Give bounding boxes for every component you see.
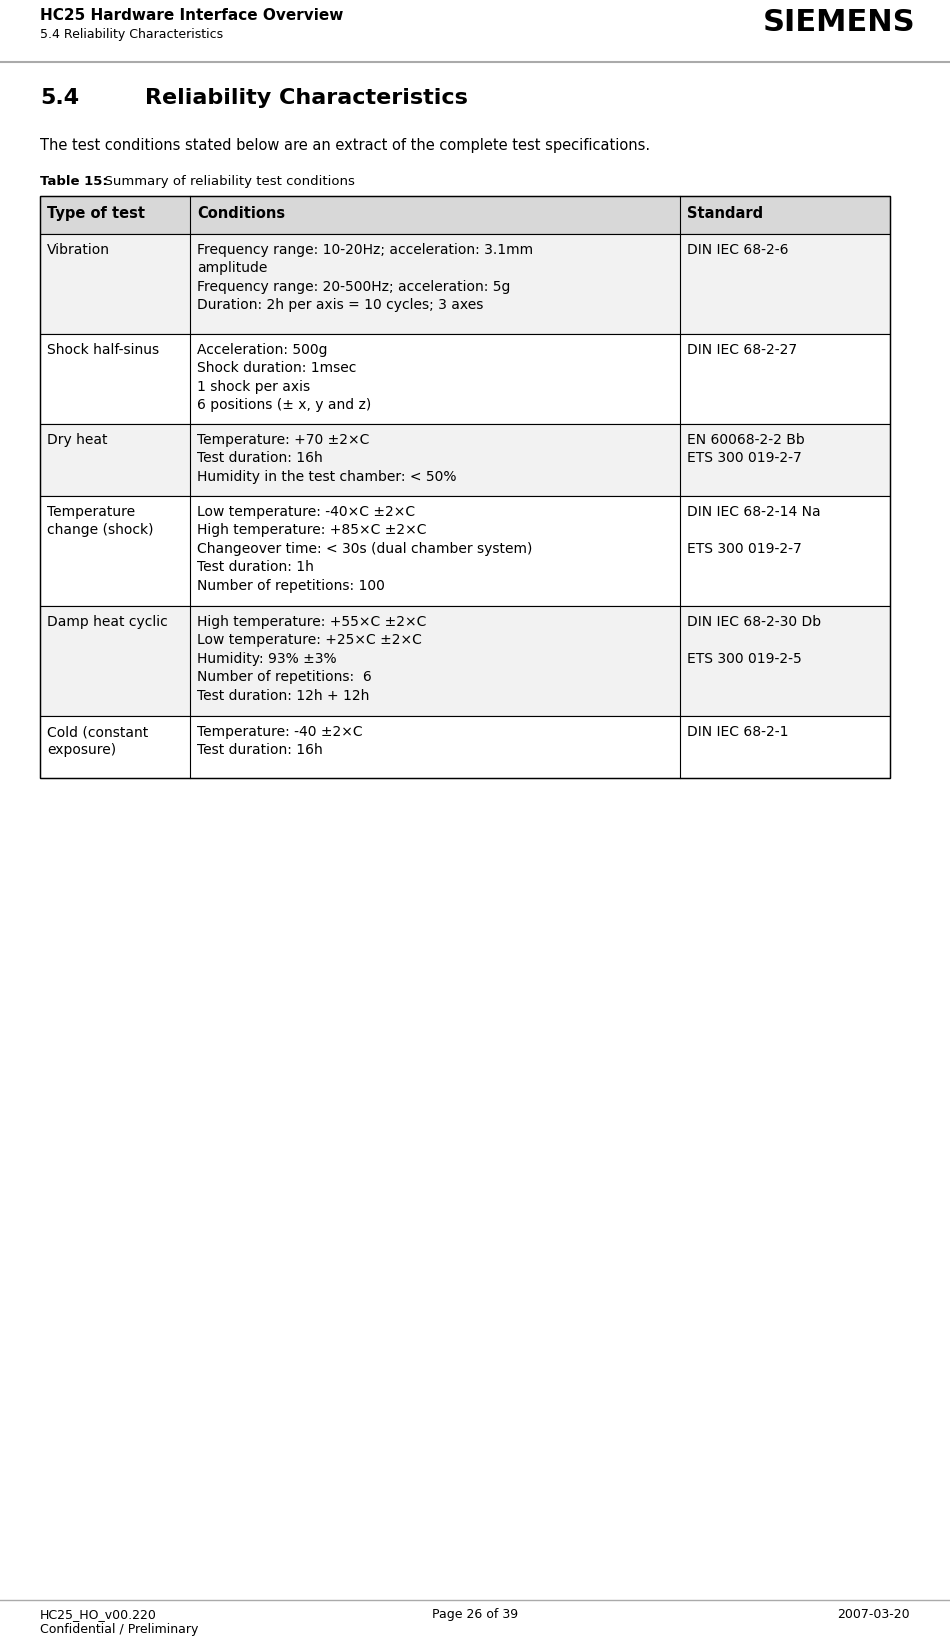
Text: HC25_HO_v00.220: HC25_HO_v00.220 [40,1608,157,1621]
Text: Standard: Standard [687,207,763,221]
Text: Temperature: +70 ±2×C
Test duration: 16h
Humidity in the test chamber: < 50%: Temperature: +70 ±2×C Test duration: 16h… [197,433,457,484]
Text: 2007-03-20: 2007-03-20 [837,1608,910,1621]
Text: HC25 Hardware Interface Overview: HC25 Hardware Interface Overview [40,8,343,23]
Text: DIN IEC 68-2-30 Db

ETS 300 019-2-5: DIN IEC 68-2-30 Db ETS 300 019-2-5 [687,615,821,665]
Text: High temperature: +55×C ±2×C
Low temperature: +25×C ±2×C
Humidity: 93% ±3%
Numbe: High temperature: +55×C ±2×C Low tempera… [197,615,427,703]
Text: Low temperature: -40×C ±2×C
High temperature: +85×C ±2×C
Changeover time: < 30s : Low temperature: -40×C ±2×C High tempera… [197,505,532,593]
Text: Page 26 of 39: Page 26 of 39 [432,1608,518,1621]
Text: Dry heat: Dry heat [47,433,107,447]
Text: SIEMENS: SIEMENS [762,8,915,38]
Text: Confidential / Preliminary: Confidential / Preliminary [40,1623,199,1636]
Bar [40,334,890,425]
Bar [40,197,890,779]
Text: Acceleration: 500g
Shock duration: 1msec
1 shock per axis
6 positions (± x, y an: Acceleration: 500g Shock duration: 1msec… [197,343,371,411]
Text: Type of test: Type of test [47,207,145,221]
Text: DIN IEC 68-2-6: DIN IEC 68-2-6 [687,243,788,257]
Text: The test conditions stated below are an extract of the complete test specificati: The test conditions stated below are an … [40,138,650,152]
Text: Frequency range: 10-20Hz; acceleration: 3.1mm
amplitude
Frequency range: 20-500H: Frequency range: 10-20Hz; acceleration: … [197,243,533,311]
Text: EN 60068-2-2 Bb
ETS 300 019-2-7: EN 60068-2-2 Bb ETS 300 019-2-7 [687,433,805,465]
Bar [40,716,890,779]
Text: Temperature: -40 ±2×C
Test duration: 16h: Temperature: -40 ±2×C Test duration: 16h [197,724,363,757]
Bar [40,197,890,234]
Text: Conditions: Conditions [197,207,285,221]
Text: Shock half-sinus: Shock half-sinus [47,343,160,357]
Text: Reliability Characteristics: Reliability Characteristics [145,89,467,108]
Text: DIN IEC 68-2-1: DIN IEC 68-2-1 [687,724,788,739]
Text: Damp heat cyclic: Damp heat cyclic [47,615,168,629]
Bar [40,497,890,606]
Text: Vibration: Vibration [47,243,110,257]
Text: Summary of reliability test conditions: Summary of reliability test conditions [96,175,355,188]
Text: Table 15:: Table 15: [40,175,107,188]
Text: 5.4 Reliability Characteristics: 5.4 Reliability Characteristics [40,28,223,41]
Text: DIN IEC 68-2-14 Na

ETS 300 019-2-7: DIN IEC 68-2-14 Na ETS 300 019-2-7 [687,505,821,556]
Text: 5.4: 5.4 [40,89,79,108]
Bar [40,606,890,716]
Bar [40,234,890,334]
Text: DIN IEC 68-2-27: DIN IEC 68-2-27 [687,343,797,357]
Bar [40,425,890,497]
Text: Temperature
change (shock): Temperature change (shock) [47,505,154,538]
Text: Cold (constant
exposure): Cold (constant exposure) [47,724,148,757]
